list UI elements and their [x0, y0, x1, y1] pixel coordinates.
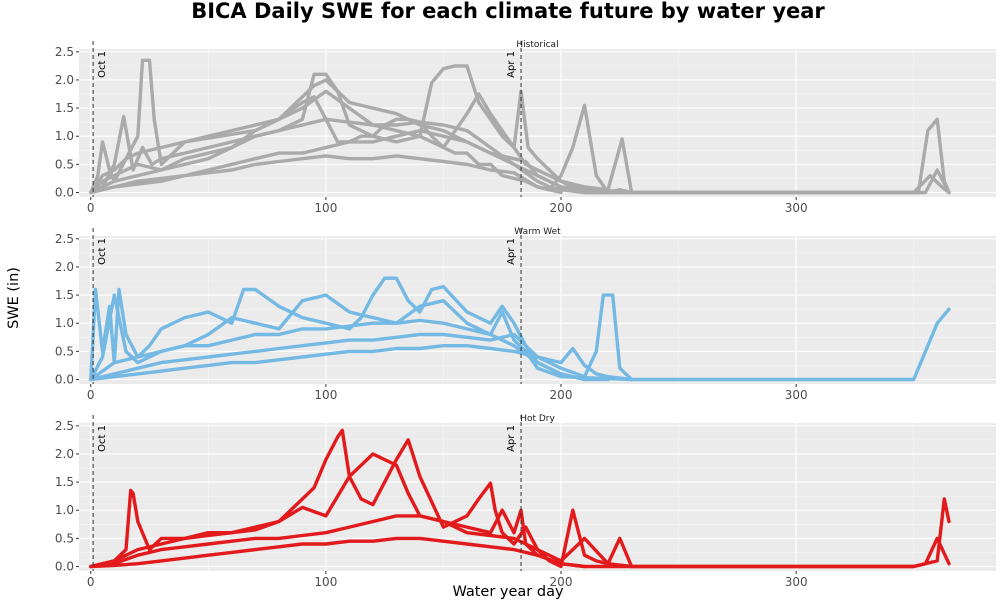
y-tick-label: 1.5	[55, 475, 74, 489]
x-tick-label: 0	[87, 388, 95, 402]
x-tick-label: 300	[785, 575, 808, 589]
panel-2: Warm Wet Oct 1 Apr 1 0.0 0.5 1.0 1.5 2.0 2.5 0 100…	[55, 227, 996, 402]
y-tick-label: 0.0	[55, 185, 74, 199]
annotation-label: Apr 1	[506, 51, 517, 78]
x-tick-label: 100	[314, 575, 337, 589]
x-tick-label: 300	[785, 201, 808, 215]
y-tick-label: 2.5	[55, 419, 74, 433]
y-tick-label: 2.5	[55, 45, 74, 59]
y-tick-label: 0.0	[55, 372, 74, 386]
chart-title: BICA Daily SWE for each climate future b…	[191, 0, 825, 23]
y-tick-label: 0.5	[55, 157, 74, 171]
panels: Historical Oct 1 Apr 1 0.0 0.5 1.0 1.5 2.0 2.5 0 1…	[55, 40, 996, 589]
series-line	[89, 117, 610, 195]
series-line	[89, 276, 951, 382]
series-line	[89, 78, 634, 195]
x-tick-label: 200	[550, 201, 573, 215]
y-tick-label: 2.5	[55, 232, 74, 246]
y-tick-label: 2.0	[55, 73, 74, 87]
y-tick-label: 1.5	[55, 101, 74, 115]
y-axis-title: SWE (in)	[6, 267, 22, 329]
x-tick-label: 100	[314, 388, 337, 402]
y-tick-label: 2.0	[55, 447, 74, 461]
series-line	[89, 154, 563, 195]
panel-strip-label: Historical	[516, 40, 558, 50]
y-tick-label: 1.5	[55, 288, 74, 302]
plot-background	[79, 236, 996, 384]
x-tick-label: 200	[550, 388, 573, 402]
series-line	[89, 452, 634, 569]
annotation-label: Oct 1	[97, 238, 108, 265]
series-line	[89, 344, 634, 382]
annotation-label: Oct 1	[97, 51, 108, 78]
panel-1: Historical Oct 1 Apr 1 0.0 0.5 1.0 1.5 2.0 2.5 0 1…	[55, 40, 996, 215]
y-tick-label: 1.0	[55, 316, 74, 330]
series-line	[89, 514, 951, 569]
y-tick-label: 0.5	[55, 531, 74, 545]
plot-background	[79, 49, 996, 197]
series-line	[89, 64, 951, 195]
x-tick-label: 100	[314, 201, 337, 215]
x-tick-label: 0	[87, 201, 95, 215]
y-tick-label: 2.0	[55, 260, 74, 274]
annotation-label: Apr 1	[506, 238, 517, 265]
series-line	[89, 428, 951, 569]
x-tick-label: 200	[550, 575, 573, 589]
annotation-label: Oct 1	[97, 425, 108, 452]
panel-3: Hot Dry Oct 1 Apr 1 0.0 0.5 1.0 1.5 2.0 2.5 0 100 2…	[55, 414, 996, 589]
panel-strip-label: Hot Dry	[520, 414, 555, 424]
series-line	[89, 332, 587, 382]
annotation-label: Apr 1	[506, 425, 517, 452]
series-line	[89, 318, 610, 382]
x-tick-label: 0	[87, 575, 95, 589]
series-line	[89, 536, 587, 569]
y-tick-label: 0.0	[55, 559, 74, 573]
y-tick-label: 0.5	[55, 344, 74, 358]
y-tick-label: 1.0	[55, 129, 74, 143]
panel-strip-label: Warm Wet	[514, 227, 561, 237]
x-tick-label: 300	[785, 388, 808, 402]
y-tick-label: 1.0	[55, 503, 74, 517]
x-axis-title: Water year day	[452, 584, 564, 600]
